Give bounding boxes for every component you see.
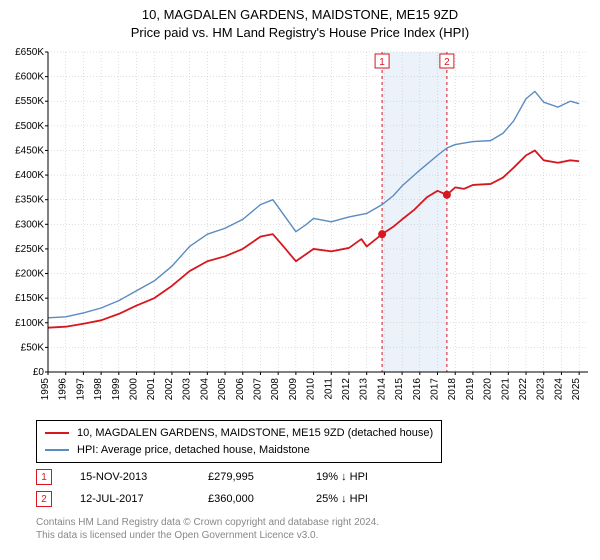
legend-swatch-property xyxy=(45,432,69,434)
svg-text:1995: 1995 xyxy=(40,378,51,401)
svg-text:2020: 2020 xyxy=(483,378,494,401)
svg-text:£650K: £650K xyxy=(15,47,44,58)
svg-text:2017: 2017 xyxy=(430,378,441,401)
svg-text:£600K: £600K xyxy=(15,72,44,83)
legend: 10, MAGDALEN GARDENS, MAIDSTONE, ME15 9Z… xyxy=(36,420,442,463)
title-line-1: 10, MAGDALEN GARDENS, MAIDSTONE, ME15 9Z… xyxy=(0,6,600,24)
footnote: Contains HM Land Registry data © Crown c… xyxy=(36,516,379,542)
svg-text:2009: 2009 xyxy=(288,378,299,401)
svg-text:2010: 2010 xyxy=(306,378,317,401)
svg-text:£150K: £150K xyxy=(15,293,44,304)
legend-item-hpi: HPI: Average price, detached house, Maid… xyxy=(45,442,433,459)
svg-text:2008: 2008 xyxy=(270,378,281,401)
svg-text:2019: 2019 xyxy=(465,378,476,401)
sale-price-1: £279,995 xyxy=(208,471,288,483)
svg-text:£0: £0 xyxy=(33,367,45,378)
sales-table: 1 15-NOV-2013 £279,995 19% ↓ HPI 2 12-JU… xyxy=(36,466,406,510)
svg-text:2016: 2016 xyxy=(412,378,423,401)
svg-text:£250K: £250K xyxy=(15,244,44,255)
footnote-line-2: This data is licensed under the Open Gov… xyxy=(36,529,379,542)
svg-text:2002: 2002 xyxy=(164,378,175,401)
svg-text:£300K: £300K xyxy=(15,219,44,230)
title-line-2: Price paid vs. HM Land Registry's House … xyxy=(0,24,600,42)
svg-text:1998: 1998 xyxy=(93,378,104,401)
svg-text:£500K: £500K xyxy=(15,121,44,132)
sale-row-2: 2 12-JUL-2017 £360,000 25% ↓ HPI xyxy=(36,488,406,510)
legend-label-property: 10, MAGDALEN GARDENS, MAIDSTONE, ME15 9Z… xyxy=(77,425,433,442)
svg-text:2000: 2000 xyxy=(129,378,140,401)
svg-text:1999: 1999 xyxy=(111,378,122,401)
svg-text:2012: 2012 xyxy=(341,378,352,401)
svg-text:1: 1 xyxy=(379,57,385,68)
sale-row-1: 1 15-NOV-2013 £279,995 19% ↓ HPI xyxy=(36,466,406,488)
sale-date-1: 15-NOV-2013 xyxy=(80,471,180,483)
chart-area: £0 £50K £100K £150K £200K £250K £300K £350K £400… xyxy=(0,44,600,414)
chart-title: 10, MAGDALEN GARDENS, MAIDSTONE, ME15 9Z… xyxy=(0,0,600,42)
svg-text:1997: 1997 xyxy=(75,378,86,401)
legend-item-property: 10, MAGDALEN GARDENS, MAIDSTONE, ME15 9Z… xyxy=(45,425,433,442)
svg-text:£350K: £350K xyxy=(15,195,44,206)
svg-text:£550K: £550K xyxy=(15,96,44,107)
sale-marker-2: 2 xyxy=(36,491,52,507)
svg-text:2: 2 xyxy=(444,57,450,68)
svg-text:£400K: £400K xyxy=(15,170,44,181)
sale-delta-1: 19% ↓ HPI xyxy=(316,471,406,483)
svg-text:2006: 2006 xyxy=(235,378,246,401)
svg-text:2023: 2023 xyxy=(536,378,547,401)
sale-date-2: 12-JUL-2017 xyxy=(80,493,180,505)
footnote-line-1: Contains HM Land Registry data © Crown c… xyxy=(36,516,379,529)
svg-text:2018: 2018 xyxy=(447,378,458,401)
svg-text:£100K: £100K xyxy=(15,318,44,329)
svg-text:1996: 1996 xyxy=(58,378,69,401)
svg-text:£50K: £50K xyxy=(21,342,45,353)
sale-delta-2: 25% ↓ HPI xyxy=(316,493,406,505)
svg-text:£450K: £450K xyxy=(15,145,44,156)
legend-swatch-hpi xyxy=(45,449,69,451)
svg-text:2021: 2021 xyxy=(500,378,511,401)
svg-text:2004: 2004 xyxy=(199,378,210,401)
svg-text:2025: 2025 xyxy=(571,378,582,401)
svg-text:2007: 2007 xyxy=(252,378,263,401)
svg-text:2015: 2015 xyxy=(394,378,405,401)
line-chart-svg: £0 £50K £100K £150K £200K £250K £300K £350K £400… xyxy=(0,44,600,414)
sale-price-2: £360,000 xyxy=(208,493,288,505)
svg-text:2005: 2005 xyxy=(217,378,228,401)
svg-text:2013: 2013 xyxy=(359,378,370,401)
sale-marker-1: 1 xyxy=(36,469,52,485)
svg-text:2001: 2001 xyxy=(146,378,157,401)
svg-text:2022: 2022 xyxy=(518,378,529,401)
svg-text:2014: 2014 xyxy=(376,378,387,401)
legend-label-hpi: HPI: Average price, detached house, Maid… xyxy=(77,442,310,459)
svg-text:£200K: £200K xyxy=(15,269,44,280)
svg-text:2011: 2011 xyxy=(323,378,334,400)
svg-text:2024: 2024 xyxy=(553,378,564,401)
svg-text:2003: 2003 xyxy=(182,378,193,401)
